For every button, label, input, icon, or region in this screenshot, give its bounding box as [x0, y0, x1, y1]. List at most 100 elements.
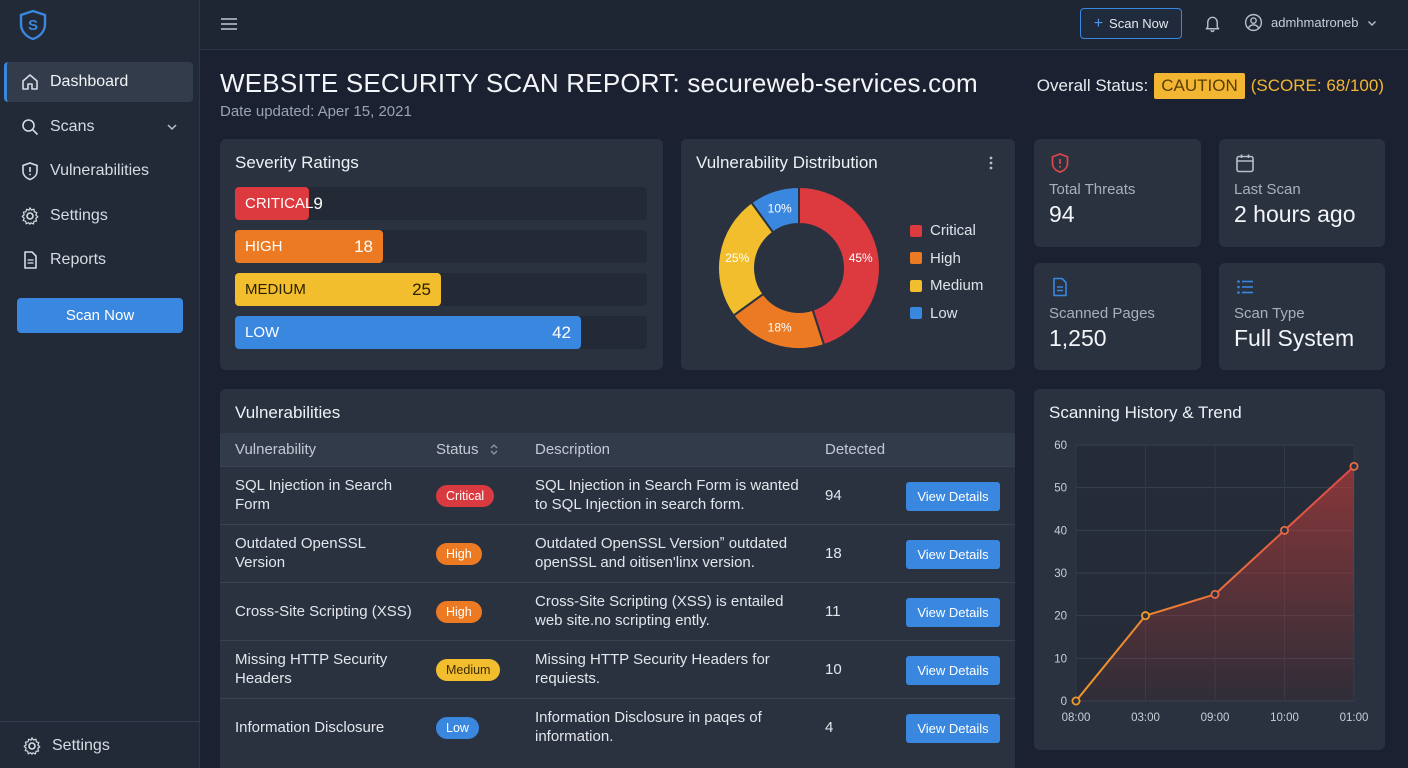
x-tick-label: 01:00	[1340, 712, 1369, 724]
donut-slice-label: 45%	[849, 251, 873, 265]
distribution-donut-chart: 45% 18% 25% 10%	[717, 186, 881, 350]
page-title: WEBSITE SECURITY SCAN REPORT: secureweb-…	[220, 68, 978, 98]
document-icon	[24, 251, 37, 269]
stat-value: 94	[1049, 201, 1075, 227]
sidebar-item-dashboard[interactable]: Dashboard	[4, 62, 193, 102]
alert-shield-icon	[1051, 153, 1069, 173]
date-updated: Date updated: Aper 15, 2021	[220, 103, 412, 120]
legend-label: Critical	[930, 222, 976, 240]
column-header-label: Status	[436, 441, 479, 458]
status-badge: Low	[436, 717, 479, 739]
trend-point	[1210, 589, 1220, 599]
x-tick-label: 03:00	[1131, 712, 1160, 724]
legend-swatch	[910, 224, 922, 237]
overall-score: (SCORE: 68/100)	[1250, 76, 1384, 95]
view-details-button[interactable]: View Details	[906, 540, 1000, 569]
username: admhmatroneb	[1271, 15, 1359, 30]
topbar-scan-now-label: Scan Now	[1109, 16, 1169, 31]
vulnerability-description: Missing HTTP Security Headers for requie…	[535, 651, 770, 687]
user-avatar-icon	[1244, 13, 1263, 32]
vulnerabilities-title: Vulnerabilities	[235, 403, 341, 422]
stat-card-scan-type: Scan Type Full System	[1219, 263, 1385, 370]
shield-icon	[22, 162, 38, 181]
scanning-history-card: Scanning History & Trend 0 10 20 30 40 50 60 08…	[1034, 389, 1385, 750]
sidebar-item-settings[interactable]: Settings	[4, 196, 193, 236]
svg-text:S: S	[28, 17, 38, 34]
vulnerability-name: Cross-Site Scripting (XSS)	[235, 603, 412, 620]
topbar: + Scan Now admhmatroneb	[200, 0, 1408, 50]
bell-icon[interactable]	[1203, 14, 1222, 33]
sort-icon[interactable]	[489, 443, 499, 455]
home-icon	[22, 74, 38, 90]
column-header-vulnerability[interactable]: Vulnerability	[235, 441, 317, 458]
legend-swatch	[910, 252, 922, 265]
shield-logo-icon[interactable]: S	[18, 9, 48, 41]
column-header-detected[interactable]: Detected	[825, 441, 886, 458]
vulnerability-name: Missing HTTP Security Headers	[235, 651, 388, 687]
donut-slice-critical	[798, 186, 881, 347]
severity-bar-medium: MEDIUM 25	[235, 273, 441, 306]
user-menu[interactable]: admhmatroneb	[1244, 13, 1378, 32]
legend-item-low: Low	[910, 300, 983, 328]
sidebar-item-scans[interactable]: Scans	[4, 107, 193, 147]
stat-label: Total Threats	[1049, 181, 1136, 198]
hamburger-menu-icon[interactable]	[220, 15, 238, 33]
severity-count: 9	[313, 193, 323, 213]
chevron-down-icon[interactable]	[165, 120, 179, 134]
severity-count: 42	[552, 322, 571, 342]
more-options-icon[interactable]	[983, 155, 999, 171]
topbar-scan-now-button[interactable]: + Scan Now	[1080, 8, 1182, 39]
severity-track-high: HIGH 18	[235, 230, 647, 263]
view-details-button[interactable]: View Details	[906, 482, 1000, 511]
status-badge: High	[436, 601, 482, 623]
distribution-legend: Critical High Medium Low	[910, 217, 983, 327]
vulnerability-name: SQL Injection in Search Form	[235, 477, 393, 513]
sidebar-item-vulnerabilities[interactable]: Vulnerabilities	[4, 151, 193, 191]
view-details-button[interactable]: View Details	[906, 656, 1000, 685]
vulnerability-description: Information Disclosure in paqes of infor…	[535, 709, 762, 745]
stat-label: Last Scan	[1234, 181, 1301, 198]
x-tick-label: 08:00	[1062, 712, 1091, 724]
legend-label: Medium	[930, 277, 984, 295]
stat-label: Scan Type	[1234, 305, 1305, 322]
trend-point	[1141, 611, 1151, 621]
sidebar-bottom-settings[interactable]: Settings	[6, 726, 195, 766]
stat-value: 2 hours ago	[1234, 201, 1356, 227]
severity-label: CRITICAL	[245, 195, 314, 212]
view-details-button[interactable]: View Details	[906, 714, 1000, 743]
y-tick-label: 0	[1061, 696, 1067, 708]
stat-card-scanned-pages: Scanned Pages 1,250	[1034, 263, 1201, 370]
trend-point	[1279, 525, 1289, 535]
document-icon	[1053, 277, 1067, 297]
legend-item-high: High	[910, 245, 983, 273]
severity-bar-critical: CRITICAL 9	[235, 187, 323, 220]
calendar-icon	[1236, 154, 1254, 173]
severity-track-medium: MEDIUM 25	[235, 273, 647, 306]
sidebar-item-label: Settings	[50, 207, 108, 224]
donut-slice-label: 18%	[768, 320, 792, 334]
severity-bar-low: LOW 42	[235, 316, 581, 349]
distribution-title: Vulnerability Distribution	[696, 153, 878, 172]
sidebar: S Dashboard Scans Vulnerabilities Settin…	[0, 0, 200, 768]
sidebar-item-reports[interactable]: Reports	[4, 240, 193, 280]
severity-bar-high: HIGH 18	[235, 230, 383, 263]
chevron-down-icon	[1368, 20, 1377, 26]
overall-status: Overall Status: CAUTION (SCORE: 68/100)	[1037, 73, 1384, 99]
stat-card-last-scan: Last Scan 2 hours ago	[1219, 139, 1385, 247]
column-header-description[interactable]: Description	[535, 441, 611, 458]
detected-count: 11	[825, 603, 841, 620]
vulnerability-name: Information Disclosure	[235, 719, 385, 736]
legend-swatch	[910, 307, 922, 320]
legend-swatch	[910, 279, 922, 292]
status-badge: CAUTION	[1154, 73, 1245, 99]
status-badge: High	[436, 543, 482, 565]
trend-title: Scanning History & Trend	[1049, 403, 1242, 422]
column-header-status[interactable]: Status	[436, 441, 499, 458]
x-tick-label: 10:00	[1270, 712, 1299, 724]
view-details-button[interactable]: View Details	[906, 598, 1000, 627]
overall-status-label: Overall Status:	[1036, 76, 1149, 95]
sidebar-scan-now-button[interactable]: Scan Now	[17, 298, 183, 333]
detected-count: 18	[825, 545, 842, 562]
stat-label: Scanned Pages	[1049, 305, 1155, 322]
table-header: Vulnerability Status Description Detecte…	[220, 433, 1015, 466]
